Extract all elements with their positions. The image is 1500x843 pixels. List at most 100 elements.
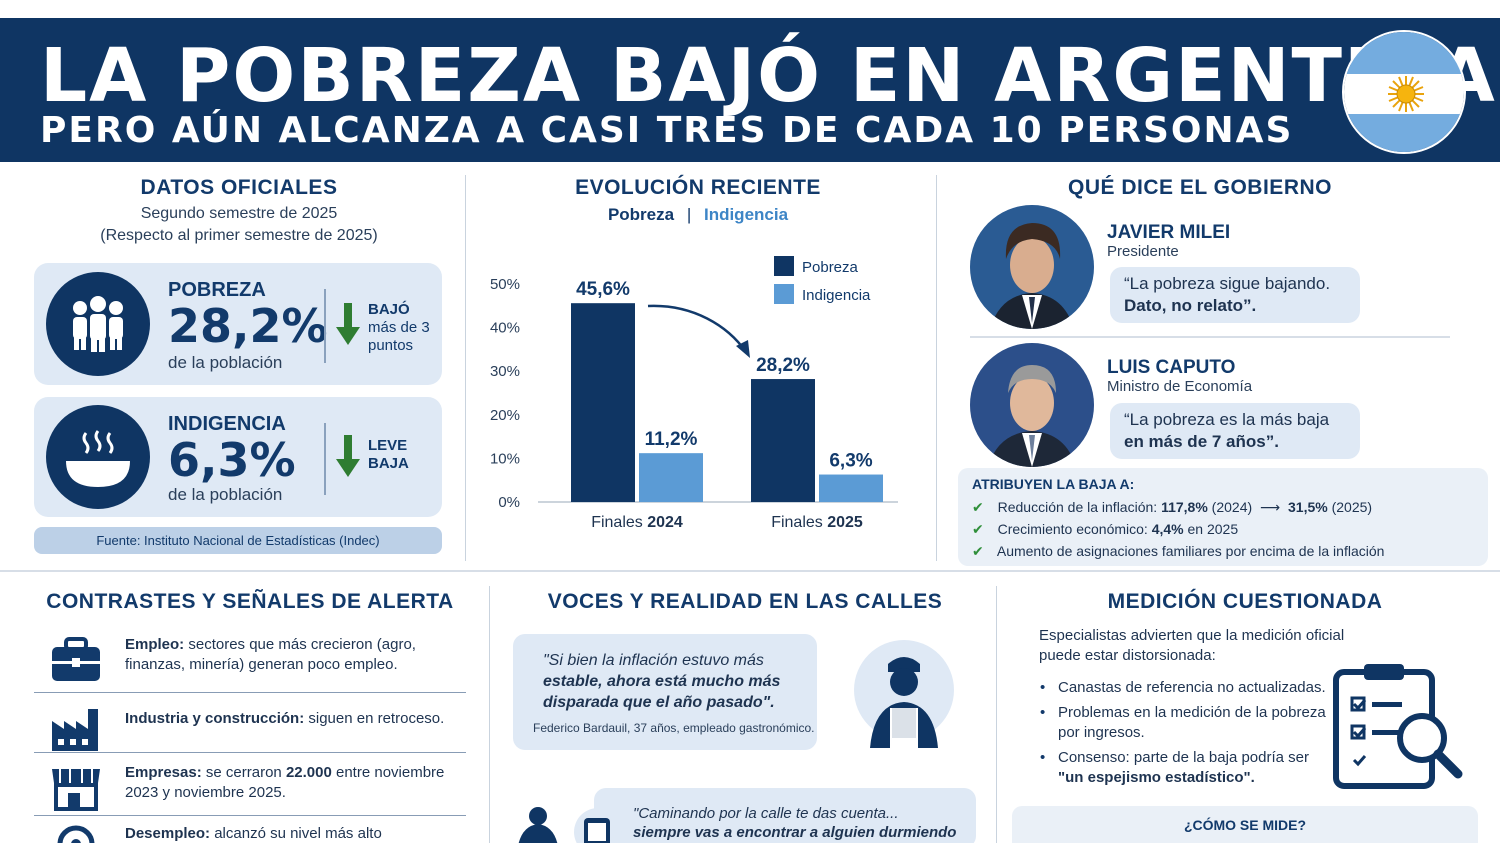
divider: [465, 175, 466, 561]
legend-swatch: [774, 284, 794, 304]
datos-period: Segundo semestre de 2025: [140, 205, 338, 222]
x-tick-label: Finales 2024: [591, 514, 683, 531]
header-banner: LA POBREZA BAJÓ EN ARGENTINA PERO AÚN AL…: [0, 18, 1500, 162]
main-title: LA POBREZA BAJÓ EN ARGENTINA: [40, 33, 1497, 119]
down-arrow-icon: [336, 435, 360, 484]
list-item: Canastas de referencia no actualizadas.: [1040, 678, 1330, 698]
list-item: Problemas en la medición de la pobreza p…: [1040, 703, 1330, 743]
legend-swatch: [774, 256, 794, 276]
section-divider: [0, 570, 1500, 572]
attribution-allowances: ✔ Aumento de asignaciones familiares por…: [972, 543, 1385, 559]
alert-empresas: Empresas: se cerraron 22.000 entre novie…: [34, 753, 466, 823]
attribution-title: ATRIBUYEN LA BAJA A:: [972, 476, 1135, 492]
quote-1-text: "Si bien la inflación estuvo más estable…: [543, 652, 781, 711]
argentina-flag-icon: [1342, 30, 1466, 154]
divider: [34, 692, 466, 693]
caputo-avatar: [970, 343, 1094, 467]
store-icon: [48, 765, 104, 813]
y-tick-label: 40%: [490, 320, 520, 337]
indigencia-divider: [324, 423, 326, 495]
datos-title: DATOS OFICIALES: [140, 176, 338, 199]
bar-pobreza-0: [571, 303, 635, 502]
list-item: Consenso: parte de la baja podría ser "u…: [1040, 748, 1330, 788]
main-subtitle: PERO AÚN ALCANZA A CASI TRES DE CADA 10 …: [40, 110, 1294, 151]
factory-icon: [48, 705, 104, 753]
source-note: Fuente: Instituto Nacional de Estadístic…: [34, 527, 442, 554]
quote-2-text: "Caminando por la calle te das cuenta...…: [633, 805, 957, 841]
location-pin-icon: [48, 822, 104, 843]
voces-title: VOCES Y REALIDAD EN LAS CALLES: [547, 590, 943, 613]
milei-name: JAVIER MILEI: [1107, 222, 1231, 243]
quote-bubble-1: [513, 634, 817, 750]
indigencia-value: 6,3%: [168, 433, 296, 487]
trend-arrowhead-icon: [736, 340, 750, 358]
check-icon: ✔: [972, 543, 984, 559]
pobreza-card: POBREZA 28,2% de la población BAJÓ más d…: [34, 263, 442, 385]
people-icon: [46, 272, 150, 376]
worker-avatar-icon: [852, 632, 956, 748]
datos-comparison: (Respecto al primer semestre de 2025): [100, 227, 378, 244]
divider: [34, 752, 466, 753]
como-se-mide-title: ¿CÓMO SE MIDE?: [1183, 817, 1307, 833]
indigencia-trend: LEVE BAJA: [368, 437, 409, 472]
clipboard-search-icon: [1330, 662, 1466, 792]
attribution-growth: ✔ Crecimiento económico: 4,4% en 2025: [972, 521, 1239, 537]
medicion-intro: Especialistas advierten que la medición …: [1039, 627, 1345, 664]
attribution-box: ATRIBUYEN LA BAJA A: ✔ Reducción de la i…: [958, 468, 1488, 566]
alert-industria: Industria y construcción: siguen en retr…: [34, 693, 466, 763]
pobreza-divider: [324, 289, 326, 363]
alert-desempleo: Desempleo: alcanzó su nivel más alto: [34, 816, 466, 843]
bowl-icon: [46, 405, 150, 509]
data-label: 28,2%: [756, 355, 810, 376]
data-label: 6,3%: [829, 451, 872, 472]
pobreza-trend: BAJÓ más de 3 puntos: [368, 301, 430, 354]
y-tick-label: 30%: [490, 363, 520, 380]
medicion-title: MEDICIÓN CUESTIONADA: [1107, 590, 1383, 613]
bar-indigencia-1: [819, 474, 883, 502]
quote-1-author: Federico Bardauil, 37 años, empleado gas…: [533, 721, 815, 735]
quote-bubble-2: [594, 788, 976, 843]
evolucion-title: EVOLUCIÓN RECIENTE: [575, 176, 821, 199]
y-tick-label: 20%: [490, 407, 520, 424]
legend-label: Pobreza: [802, 259, 859, 276]
pobreza-note: de la población: [168, 353, 283, 372]
divider: [34, 815, 466, 816]
attribution-inflation: ✔ Reducción de la inflación: 117,8% (202…: [972, 499, 1373, 515]
indigencia-card: INDIGENCIA 6,3% de la población LEVE BAJ…: [34, 397, 442, 517]
y-tick-label: 10%: [490, 450, 520, 467]
indigencia-label: INDIGENCIA: [168, 413, 286, 435]
legend-label: Indigencia: [802, 287, 871, 304]
alert-empleo: Empleo: sectores que más crecieron (agro…: [34, 625, 466, 695]
milei-quote: “La pobreza sigue bajando. Dato, no rela…: [1110, 267, 1360, 323]
pobreza-label: POBREZA: [168, 279, 266, 301]
caputo-role: Ministro de Economía: [1107, 378, 1253, 395]
check-icon: ✔: [972, 499, 984, 515]
bar-pobreza-1: [751, 379, 815, 502]
y-tick-label: 0%: [498, 494, 520, 511]
y-tick-label: 50%: [490, 276, 520, 293]
briefcase-icon: [48, 637, 104, 685]
caputo-name: LUIS CAPUTO: [1107, 357, 1236, 378]
bar-indigencia-0: [639, 453, 703, 502]
x-tick-label: Finales 2025: [771, 514, 863, 531]
divider: [936, 175, 937, 561]
contrastes-title: CONTRASTES Y SEÑALES DE ALERTA: [46, 590, 454, 613]
data-label: 11,2%: [645, 429, 698, 450]
person-phone-icon: [514, 806, 624, 843]
divider: [996, 586, 997, 843]
right-arrow-icon: ⟶: [1260, 499, 1281, 515]
milei-role: Presidente: [1107, 243, 1179, 260]
como-se-mide-box: ¿CÓMO SE MIDE?: [1012, 806, 1478, 843]
down-arrow-icon: [336, 303, 360, 352]
gobierno-title: QUÉ DICE EL GOBIERNO: [1068, 176, 1332, 199]
evolution-bar-chart: 0% 10% 20% 30% 40% 50% 45,6% 11,2% 28,2% 6,3% Fi…: [490, 256, 898, 531]
trend-arrow-icon: [647, 304, 748, 353]
divider: [970, 336, 1450, 338]
milei-avatar: [970, 205, 1094, 329]
divider: [489, 586, 490, 843]
check-icon: ✔: [972, 521, 984, 537]
data-label: 45,6%: [576, 279, 630, 300]
caputo-quote: “La pobreza es la más baja en más de 7 a…: [1110, 403, 1360, 459]
indigencia-note: de la población: [168, 485, 283, 504]
pobreza-value: 28,2%: [168, 299, 328, 353]
